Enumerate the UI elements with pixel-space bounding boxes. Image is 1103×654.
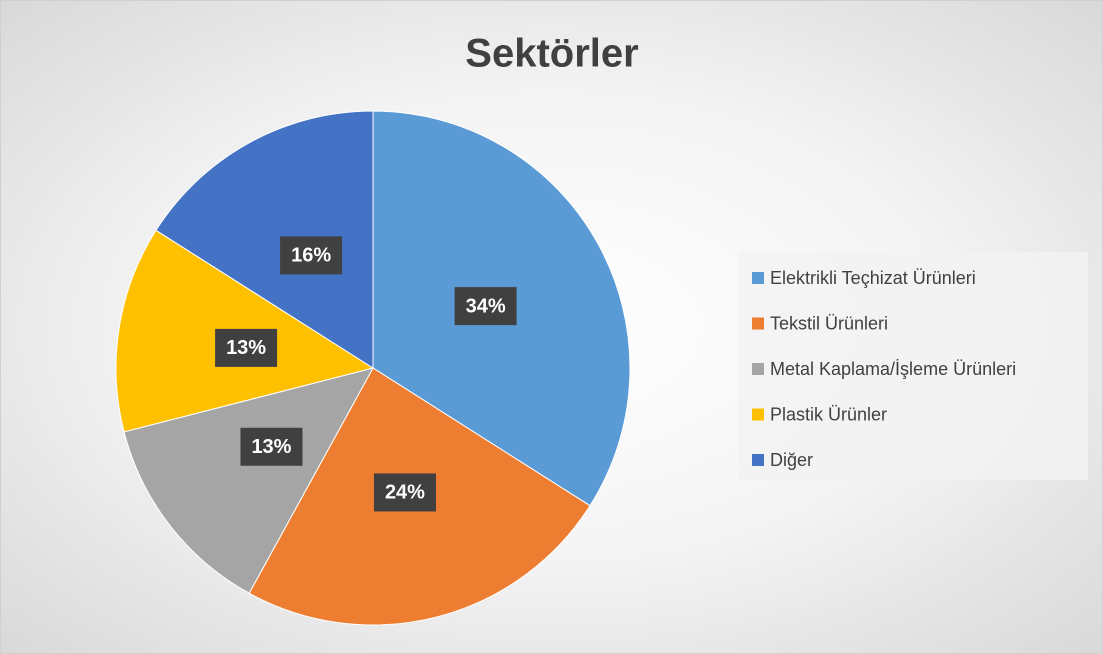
data-label: 13% (251, 436, 291, 458)
legend-label: Elektrikli Teçhizat Ürünleri (770, 268, 976, 288)
data-label-box (215, 328, 278, 367)
data-label: 16% (291, 245, 331, 267)
data-label-box (240, 427, 303, 466)
chart-title: Sektörler (465, 32, 638, 76)
data-label: 24% (385, 482, 425, 504)
data-label: 34% (466, 295, 506, 317)
pie-slice (155, 110, 374, 369)
legend-box (738, 252, 1088, 480)
legend-swatch (752, 363, 764, 375)
legend-label: Diğer (770, 450, 813, 470)
data-label-box (454, 287, 517, 326)
legend-swatch (752, 454, 764, 466)
legend-swatch (752, 317, 764, 330)
data-label-box (280, 236, 343, 275)
legend-label: Plastik Ürünler (770, 404, 887, 424)
data-label-box (373, 473, 436, 512)
legend-label: Tekstil Ürünleri (770, 313, 888, 333)
legend-swatch (752, 408, 764, 421)
pie-slice (123, 367, 374, 594)
data-label: 13% (226, 337, 266, 359)
legend-label: Metal Kaplama/İşleme Ürünleri (770, 359, 1016, 379)
legend-swatch (752, 272, 764, 284)
